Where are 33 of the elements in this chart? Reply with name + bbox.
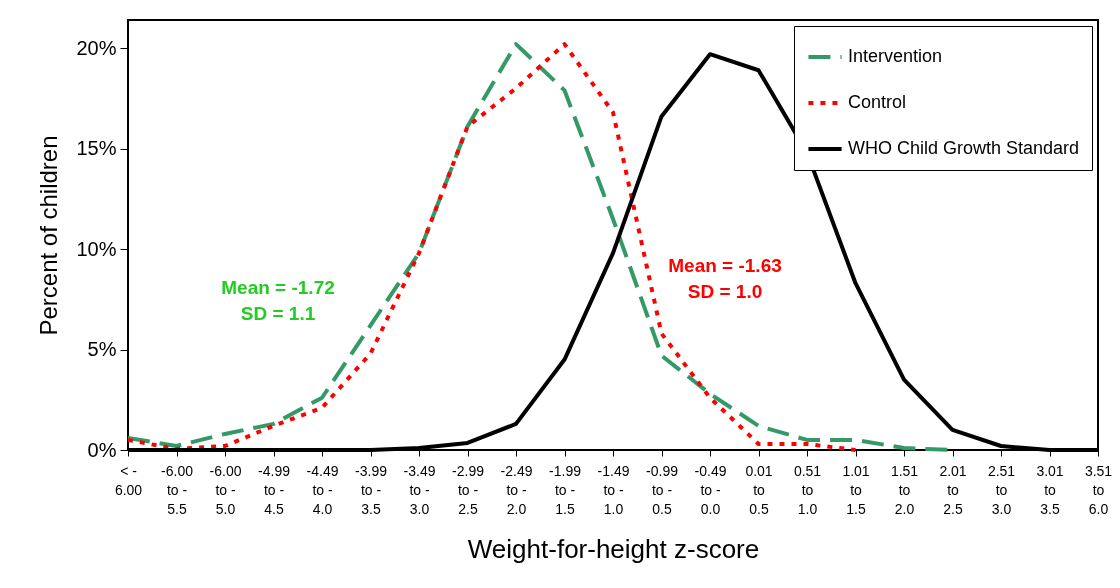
x-tick-label: 3.51 to 6.0 bbox=[1084, 462, 1113, 517]
annotation: Mean = -1.72 SD = 1.1 bbox=[221, 277, 335, 324]
legend-label: Control bbox=[848, 92, 907, 112]
legend-label: WHO Child Growth Standard bbox=[848, 138, 1080, 158]
x-tick-label: 3.01 to 3.5 bbox=[1036, 462, 1064, 517]
x-tick-label: -6.00 to - 5.0 bbox=[209, 462, 242, 517]
x-tick-label: -0.99 to - 0.5 bbox=[646, 462, 679, 517]
x-tick-label: 2.51 to 3.0 bbox=[987, 462, 1016, 517]
x-tick-label: 0.51 to 1.0 bbox=[793, 462, 822, 517]
x-tick-label: -0.49 to - 0.0 bbox=[694, 462, 727, 517]
x-tick-label: -3.99 to - 3.5 bbox=[355, 462, 388, 517]
x-tick-label: -3.49 to - 3.0 bbox=[403, 462, 436, 517]
y-tick-label: 20% bbox=[76, 36, 117, 59]
x-tick-label: -1.99 to - 1.5 bbox=[549, 462, 582, 517]
y-tick-label: 10% bbox=[76, 237, 117, 260]
x-tick-label: 2.01 to 2.5 bbox=[939, 462, 967, 517]
legend-label: Intervention bbox=[848, 46, 943, 66]
x-tick-label: 1.51 to 2.0 bbox=[890, 462, 919, 517]
y-tick-label: 15% bbox=[76, 137, 117, 160]
x-tick-label: -4.49 to - 4.0 bbox=[306, 462, 339, 517]
x-tick-label: -4.99 to - 4.5 bbox=[258, 462, 291, 517]
y-tick-label: 0% bbox=[87, 438, 117, 461]
x-tick-label: -6.00 to - 5.5 bbox=[161, 462, 194, 517]
x-tick-label: -2.49 to - 2.0 bbox=[500, 462, 533, 517]
annotation: Mean = -1.63 SD = 1.0 bbox=[668, 255, 782, 302]
y-tick-label: 5% bbox=[87, 338, 117, 361]
x-tick-label: 0.01 to 0.5 bbox=[745, 462, 773, 517]
x-tick-label: -1.49 to - 1.0 bbox=[597, 462, 630, 517]
x-axis-title: Weight-for-height z-score bbox=[467, 533, 760, 564]
x-tick-label: < - 6.00 bbox=[114, 462, 143, 498]
x-tick-label: 1.01 to 1.5 bbox=[842, 462, 870, 517]
y-axis-title: Percent of children bbox=[35, 135, 63, 336]
x-tick-label: -2.99 to - 2.5 bbox=[452, 462, 485, 517]
